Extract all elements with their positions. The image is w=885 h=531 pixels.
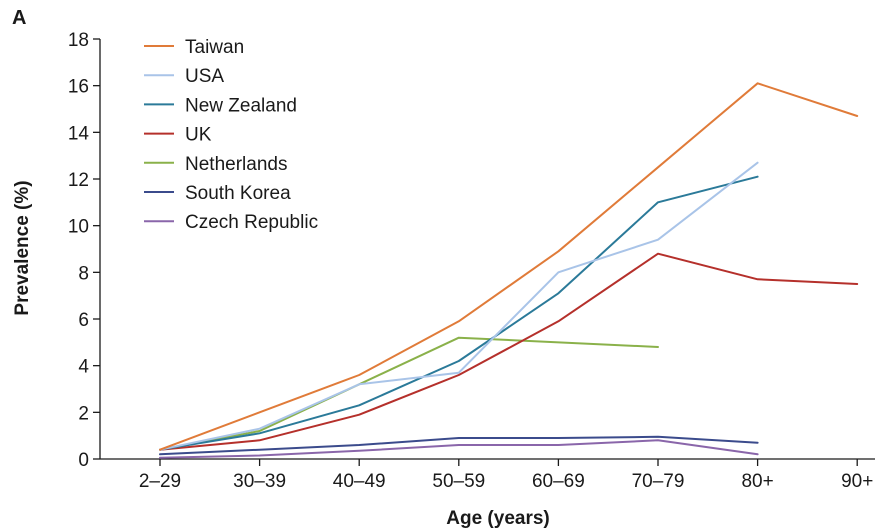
series-line-usa (159, 161, 759, 451)
legend: Taiwan USA New Zealand UK Netherlands South K… (144, 37, 318, 233)
x-tick-label: 70–79 (632, 471, 685, 492)
series-line-czech-republic (159, 439, 759, 459)
legend-label-usa: USA (185, 66, 224, 87)
series-line-taiwan (159, 82, 859, 451)
x-tick-label: 80+ (741, 471, 773, 492)
y-tick-label: 14 (68, 123, 90, 144)
series-line-uk (159, 252, 859, 451)
series-line-netherlands (159, 336, 659, 451)
legend-label-taiwan: Taiwan (185, 37, 244, 58)
legend-label-new-zealand: New Zealand (185, 95, 297, 116)
x-tick-label: 50–59 (432, 471, 485, 492)
series-lines (159, 82, 859, 459)
x-tick-label: 90+ (841, 471, 873, 492)
x-tick-label: 2–29 (139, 471, 181, 492)
y-tick-label: 4 (78, 357, 89, 378)
series-line-south-korea (159, 435, 759, 456)
y-tick-label: 18 (68, 30, 89, 51)
legend-label-south-korea: South Korea (185, 183, 291, 204)
x-tick-label: 60–69 (532, 471, 585, 492)
y-tick-label: 2 (78, 403, 89, 424)
y-axis: 0 2 4 6 8 10 12 14 16 18 (68, 30, 101, 471)
x-axis: 2–29 30–39 40–49 50–59 60–69 70–79 80+ 90+ (100, 458, 875, 492)
y-axis-title: Prevalence (%) (12, 180, 33, 315)
y-tick-label: 12 (68, 170, 89, 191)
series-line-new-zealand (159, 175, 759, 451)
x-tick-label: 30–39 (233, 471, 286, 492)
legend-label-uk: UK (185, 125, 212, 146)
legend-label-czech-republic: Czech Republic (185, 212, 318, 233)
y-tick-label: 0 (78, 450, 89, 471)
x-axis-title: Age (years) (446, 508, 550, 529)
x-tick-label: 40–49 (333, 471, 386, 492)
y-tick-label: 16 (68, 77, 89, 98)
y-tick-label: 6 (78, 310, 89, 331)
panel-label: A (12, 7, 26, 29)
y-tick-label: 8 (78, 263, 89, 284)
y-tick-label: 10 (68, 217, 89, 238)
legend-label-netherlands: Netherlands (185, 154, 287, 175)
